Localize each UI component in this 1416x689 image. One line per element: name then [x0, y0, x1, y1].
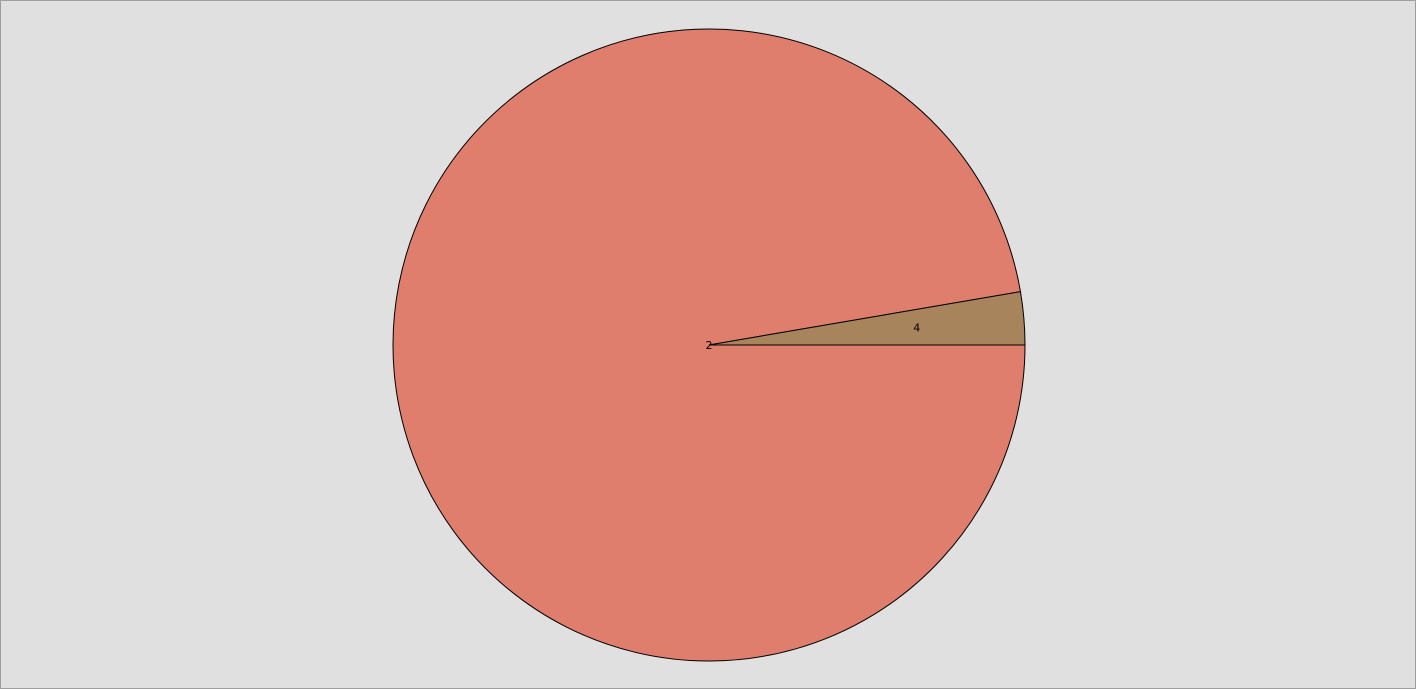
pie-labels: 24: [706, 321, 921, 352]
pie-slice-label-4: 4: [913, 321, 920, 334]
pie-slice-label-2: 2: [706, 339, 713, 352]
pie-slices: [392, 28, 1026, 662]
pie-slice-4: [708, 291, 1026, 346]
